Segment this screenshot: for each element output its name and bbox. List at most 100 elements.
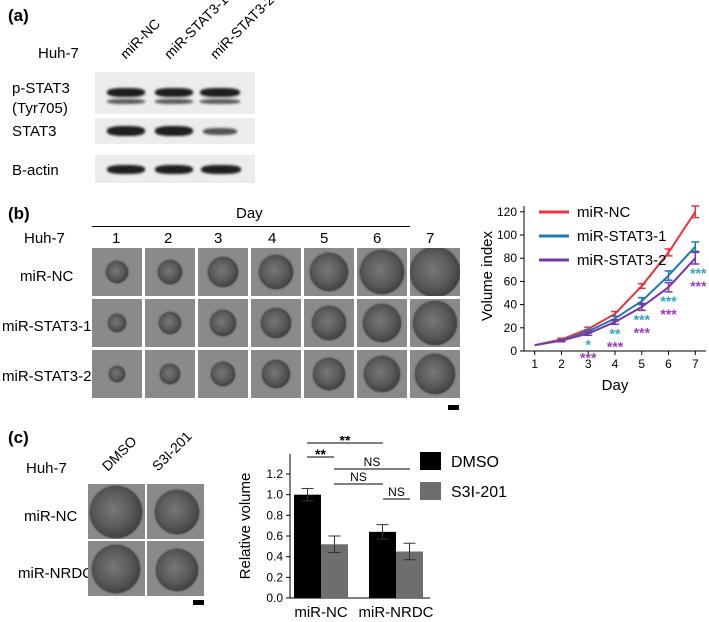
error-bar [664, 270, 673, 281]
day-label-3: 3 [214, 230, 223, 247]
error-bar [691, 251, 700, 265]
bar-category-label: miR-NC [294, 604, 347, 621]
line-xtick-label: 7 [692, 357, 699, 371]
line-chart-xlabel: Day [602, 377, 629, 394]
bar-error [328, 535, 341, 554]
spheroid-image-r1-d3 [198, 248, 248, 296]
grid-row-label-2: miR-STAT3-1 [2, 318, 92, 335]
bar-error [376, 524, 389, 540]
line-ytick-label: 20 [504, 321, 518, 335]
error-bar [691, 205, 700, 219]
lane-label-1: miR-NC [116, 15, 164, 62]
panel-c-cell-line: Huh-7 [26, 460, 67, 477]
line-xtick-label: 2 [558, 357, 565, 371]
error-bar [637, 302, 646, 312]
column-label-dmso: DMSO [98, 432, 140, 474]
line-xtick-label: 5 [638, 357, 645, 371]
spheroid-image-r3-d2 [145, 350, 195, 398]
spheroid-image-r3-d3 [198, 350, 248, 398]
c-image-nrdc-s3i [147, 541, 204, 596]
error-bar [664, 248, 673, 257]
error-bar [557, 338, 566, 343]
relative-volume-bar-chart: Relative volume 0.0 0.2 0.4 0.6 0.8 1.0 1.2 mi… [237, 436, 507, 621]
panel-b-cell-line: Huh-7 [24, 230, 65, 247]
spheroid-image-grid [92, 248, 460, 402]
row-label-bactin: B-actin [12, 162, 59, 179]
spheroid-image-r2-d4 [251, 299, 301, 347]
spheroid-image-r2-d6 [357, 299, 407, 347]
line-ytick-label: 100 [497, 228, 517, 242]
c-image-nrdc-dmso [88, 541, 145, 596]
significance-label: ** [340, 436, 351, 448]
legend-label-miR-NC: miR-NC [577, 204, 630, 221]
significance-marker: *** [607, 338, 624, 354]
bar-legend-label-DMSO: DMSO [451, 454, 499, 471]
spheroid-image-r2-d2 [145, 299, 195, 347]
panel-c-label: (c) [8, 428, 29, 447]
day-label-5: 5 [320, 230, 329, 247]
line-ytick-label: 0 [510, 344, 517, 358]
bar-ytick-label: 0.6 [266, 529, 283, 543]
row-label-tyr705: (Tyr705) [12, 100, 68, 117]
line-ytick-label: 40 [504, 298, 518, 312]
line-xtick-label: 3 [585, 357, 592, 371]
bar-ytick-label: 0.4 [266, 550, 283, 564]
bar-ytick-label: 0.0 [266, 591, 283, 605]
day-label-4: 4 [268, 230, 277, 247]
spheroid-image-r2-d1 [92, 299, 142, 347]
line-chart-ylabel: Volume index [479, 230, 496, 321]
c-row-label-2: miR-NRDC [18, 565, 93, 582]
spheroid-image-r3-d5 [304, 350, 354, 398]
bar-DMSO-miR-NC [294, 494, 321, 598]
spheroid-image-r2-d5 [304, 299, 354, 347]
c-row-label-1: miR-NC [24, 508, 78, 525]
row-label-stat3: STAT3 [12, 123, 57, 140]
volume-index-line-chart: Volume index Day 0 20 40 60 80 100 120 1 2 3 4 5 6 7… [479, 204, 707, 394]
bar-S3I-201-miR-NC [321, 544, 348, 598]
significance-label: NS [388, 485, 405, 499]
significance-marker: *** [660, 293, 677, 309]
line-ytick-label: 60 [504, 274, 518, 288]
scale-bar-c [193, 600, 204, 605]
legend-label-miR-STAT3-2: miR-STAT3-2 [577, 252, 666, 269]
day-label-7: 7 [426, 230, 435, 247]
spheroid-image-r1-d7 [410, 248, 460, 296]
day-header: Day [236, 205, 263, 222]
line-xtick-label: 6 [665, 357, 672, 371]
error-bar [664, 281, 673, 293]
spheroid-image-r3-d6 [357, 350, 407, 398]
line-ytick-label: 120 [497, 205, 517, 219]
c-image-nc-s3i [147, 484, 204, 539]
significance-label: ** [315, 446, 326, 462]
day-label-6: 6 [373, 230, 382, 247]
blot-bactin [95, 155, 255, 183]
column-label-s3i201: S3I-201 [148, 428, 195, 474]
line-xtick-label: 1 [531, 357, 538, 371]
bar-chart-ylabel: Relative volume [237, 473, 254, 580]
bar-ytick-label: 1.0 [266, 488, 283, 502]
bar-ytick-label: 0.8 [266, 508, 283, 522]
bar-legend-swatch-DMSO [420, 452, 441, 470]
error-bar [611, 318, 619, 326]
significance-marker: *** [634, 311, 651, 327]
bar-error [301, 487, 314, 502]
day-label-2: 2 [164, 230, 173, 247]
significance-marker: *** [690, 265, 707, 281]
significance-label: NS [350, 470, 367, 484]
spheroid-image-r3-d4 [251, 350, 301, 398]
day-label-1: 1 [112, 230, 121, 247]
c-image-nc-dmso [88, 484, 145, 539]
spheroid-image-r1-d5 [304, 248, 354, 296]
spheroid-image-r1-d1 [92, 248, 142, 296]
bar-DMSO-miR-NRDC [369, 531, 396, 598]
significance-marker: ** [610, 325, 621, 341]
error-bar [584, 331, 593, 337]
line-xtick-label: 4 [612, 357, 619, 371]
spheroid-image-r3-d1 [92, 350, 142, 398]
scale-bar-b [448, 405, 459, 410]
bar-category-label: miR-NRDC [359, 604, 434, 621]
spheroid-image-r2-d7 [410, 299, 460, 347]
significance-marker: *** [580, 349, 597, 365]
spheroid-image-r1-d2 [145, 248, 195, 296]
row-label-pstat3: p-STAT3 [12, 80, 70, 97]
